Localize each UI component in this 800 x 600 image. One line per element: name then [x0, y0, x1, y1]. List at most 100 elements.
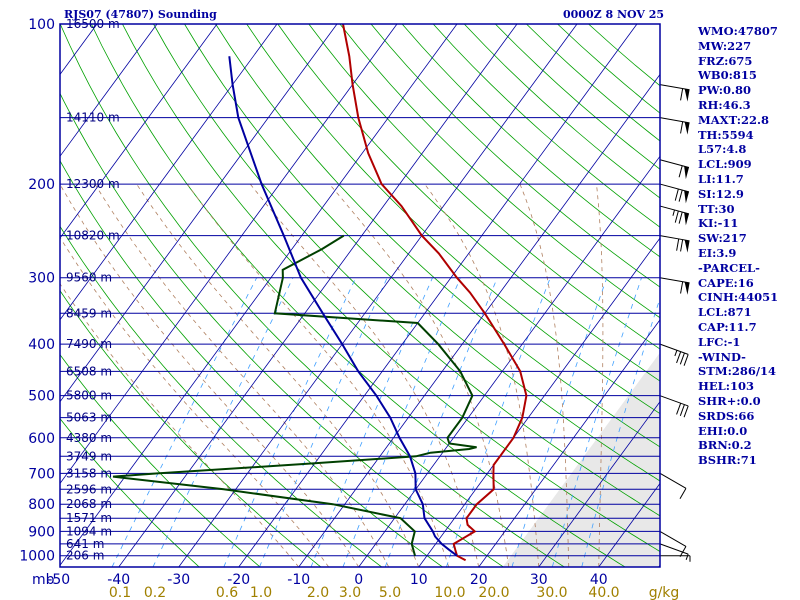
pressure-tick-label: 600	[28, 431, 55, 447]
index-item: MW:227	[698, 38, 752, 53]
barb-pennant	[684, 121, 690, 135]
height-label: 12300 m	[66, 177, 120, 191]
mixing-ratio-label: 30.0	[536, 585, 567, 600]
height-label: 14110 m	[66, 111, 120, 125]
index-item: MAXT:22.8	[698, 112, 769, 127]
isotherm	[0, 24, 37, 567]
dry-adiabat	[401, 24, 660, 258]
mixing-ratio-label: g/kg	[649, 585, 680, 600]
height-label: 2596 m	[66, 482, 112, 496]
index-item: PW:0.80	[698, 83, 752, 98]
temperature-tick-label: 40	[590, 572, 608, 588]
dry-adiabat	[246, 24, 660, 415]
index-item: EHI:0.0	[698, 423, 748, 438]
dry-adiabat	[339, 24, 660, 319]
pressure-tick-label: 700	[28, 466, 55, 482]
pressure-tick-label: 900	[28, 524, 55, 540]
mixing-ratio-line	[342, 277, 461, 567]
mixing-ratio-line	[384, 277, 498, 567]
barb-feather	[680, 121, 684, 134]
mixing-ratio-label: 5.0	[379, 585, 401, 600]
index-item: SI:12.9	[698, 186, 744, 201]
wind-barb	[659, 543, 689, 560]
index-item: BSHR:71	[698, 453, 757, 468]
dry-adiabat	[60, 354, 261, 567]
mixing-ratio-label: 20.0	[478, 585, 509, 600]
moist-adiabat	[596, 184, 604, 567]
barb-feather	[683, 354, 689, 366]
temperature-line	[342, 24, 528, 562]
height-label: 2068 m	[66, 497, 112, 511]
height-label: 1094 m	[66, 524, 112, 538]
mixing-ratio-label: 2.0	[307, 585, 329, 600]
barb-staff	[659, 543, 689, 555]
wind-barb	[659, 530, 687, 558]
moist-adiabat	[60, 282, 300, 567]
dry-adiabat	[90, 24, 626, 567]
pressure-tick-label: 400	[28, 337, 55, 353]
height-label: 206 m	[66, 549, 104, 563]
chart-background	[60, 24, 660, 567]
pressure-tick-label: 100	[28, 17, 55, 33]
index-item: BRN:0.2	[698, 438, 752, 453]
mixing-ratio-line	[310, 277, 433, 567]
wind-barb	[660, 555, 691, 562]
index-item: WMO:47807	[698, 24, 778, 38]
barb-staff	[659, 183, 690, 193]
index-item: RH:46.3	[698, 97, 751, 112]
index-item: TT:30	[698, 201, 735, 216]
dry-adiabat	[60, 24, 565, 567]
wind-barb	[659, 159, 690, 180]
temperature-tick-label: -20	[227, 572, 250, 588]
wind-barb	[659, 183, 690, 204]
dry-adiabat	[215, 24, 660, 448]
barb-pennant	[684, 190, 689, 204]
pressure-tick-label: 200	[28, 177, 55, 193]
moist-adiabat	[186, 183, 450, 567]
moist-adiabat	[136, 183, 420, 567]
barb-staff	[659, 235, 690, 242]
wind-barb	[659, 395, 689, 418]
pressure-tick-label: 300	[28, 271, 55, 287]
barb-feather	[679, 546, 687, 558]
isotherm	[60, 24, 398, 485]
moist-adiabat	[60, 236, 330, 567]
mixing-ratio-line	[511, 277, 608, 567]
height-label: 6508 m	[66, 364, 112, 378]
barb-half-feather	[672, 209, 675, 216]
height-label: 3749 m	[66, 449, 112, 463]
index-item: SHR+:0.0	[698, 393, 761, 408]
temperature-tick-label: 30	[530, 572, 548, 588]
mixing-ratio-label: 0.1	[109, 585, 131, 600]
wind-barb	[659, 343, 689, 366]
barb-staff	[659, 395, 689, 407]
barb-feather	[674, 210, 679, 223]
valid-time: 0000Z 8 NOV 25	[563, 8, 665, 21]
temperature-tick-label: 20	[470, 572, 488, 588]
barb-feather	[678, 211, 683, 224]
index-item: LI:11.7	[698, 171, 744, 186]
index-item: KI:-11	[698, 216, 739, 231]
barb-feather	[676, 238, 680, 251]
dry-adiabat	[153, 24, 660, 517]
wind-barb	[659, 277, 690, 295]
isotherm	[118, 24, 518, 567]
indices-panel: WMO:47807 MW:227 FRZ:675 WB0:815 PW:0.80 RH:4…	[698, 24, 798, 468]
barb-staff	[659, 117, 690, 124]
index-item: CAPE:16	[698, 275, 754, 290]
height-label: 7490 m	[66, 337, 112, 351]
index-item: -WIND-	[698, 349, 746, 364]
moist-adiabat	[519, 183, 570, 567]
barb-feather	[680, 239, 684, 252]
temperature-tick-label: -40	[107, 572, 130, 588]
mixing-ratio-label: 10.0	[434, 585, 465, 600]
barb-feather	[676, 403, 682, 415]
mixing-ratio-line	[223, 277, 357, 567]
plot-area	[60, 24, 660, 567]
barb-staff	[659, 472, 687, 489]
mixing-ratio-line	[446, 277, 551, 567]
isotherm	[358, 155, 660, 567]
sounding-series	[112, 24, 528, 562]
isotherm	[60, 24, 278, 321]
index-item: FRZ:675	[698, 53, 753, 68]
